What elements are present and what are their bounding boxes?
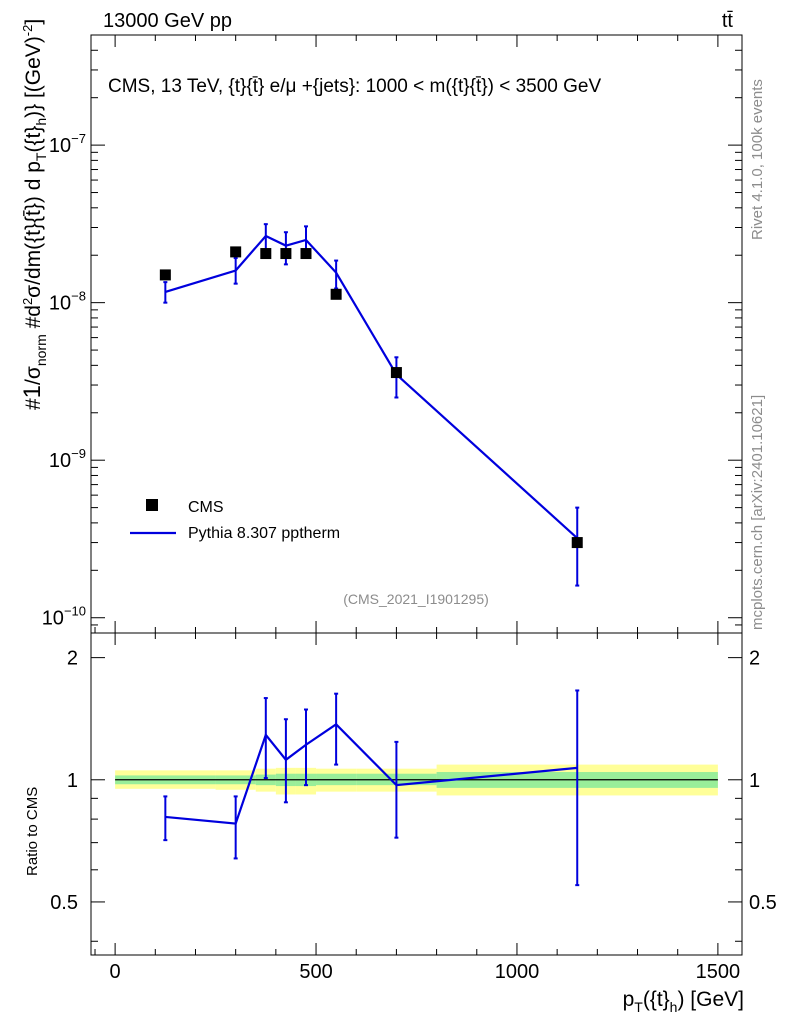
axes: 0 500 1000 1500 10−10 10−9 10−8 10−7 0.5 0.5 1 1 2 2: [42, 34, 777, 983]
y-axis-label-main: #1/σnorm #d2σ/dm({t}{t̄}) d pT({t}h)} [(…: [19, 19, 49, 410]
ratio-plot: [115, 689, 718, 887]
ratio-y-tick-label-right: 1: [749, 770, 760, 792]
ratio-y-tick-label-right: 2: [749, 648, 760, 670]
y-axis-label-main-text: #1/σnorm #d2σ/dm({t}{t̄}) d pT({t}h)} [(…: [19, 19, 49, 410]
y-tick-label: 10−7: [49, 131, 86, 157]
cms-data-point: [330, 288, 342, 300]
header-process-label: tt̄: [722, 10, 734, 32]
legend-pythia-label: Pythia 8.307 pptherm: [188, 525, 340, 542]
cms-data-point: [230, 246, 242, 258]
analysis-tag: (CMS_2021_I1901295): [343, 591, 489, 607]
cms-data-point: [571, 537, 583, 549]
x-tick-label: 1500: [696, 961, 741, 983]
header-energy-label: 13000 GeV pp: [103, 10, 232, 32]
rivet-version-label: Rivet 4.1.0, 100k events: [749, 79, 766, 240]
mcplots-credit-label: mcplots.cern.ch [arXiv:2401.10621]: [749, 395, 766, 630]
ratio-y-tick-label: 1: [67, 770, 78, 792]
ratio-y-tick-label: 2: [67, 648, 78, 670]
cms-data-point: [280, 248, 292, 260]
cms-data-point: [300, 248, 312, 260]
ratio-y-tick-label-right: 0.5: [749, 892, 777, 914]
ratio-mc-line: [165, 722, 578, 825]
cms-data-point: [159, 269, 171, 281]
x-axis-label: pT({t}h) [GeV]: [623, 988, 744, 1015]
y-tick-label: 10−10: [42, 604, 86, 630]
mc-line: [165, 234, 578, 539]
cms-data-point: [390, 367, 402, 379]
y-axis-label-ratio: Ratio to CMS: [24, 787, 41, 876]
x-tick-label: 1000: [495, 961, 540, 983]
ratio-y-tick-label: 0.5: [50, 892, 78, 914]
main-plot-frame: [90, 34, 743, 634]
legend-cms-marker: [146, 499, 158, 511]
main-plot: [159, 223, 583, 587]
y-tick-label: 10−8: [49, 289, 86, 315]
x-tick-label: 0: [110, 961, 121, 983]
plot-title: CMS, 13 TeV, {t}{t̄} e/μ +{jets}: 1000 <…: [108, 76, 601, 97]
y-tick-label: 10−9: [49, 446, 86, 472]
ratio-plot-frame: [90, 632, 743, 956]
x-tick-label: 500: [299, 961, 332, 983]
legend-cms-label: CMS: [188, 499, 224, 516]
legend: CMS Pythia 8.307 pptherm: [130, 499, 340, 542]
cms-data-point: [260, 248, 272, 260]
